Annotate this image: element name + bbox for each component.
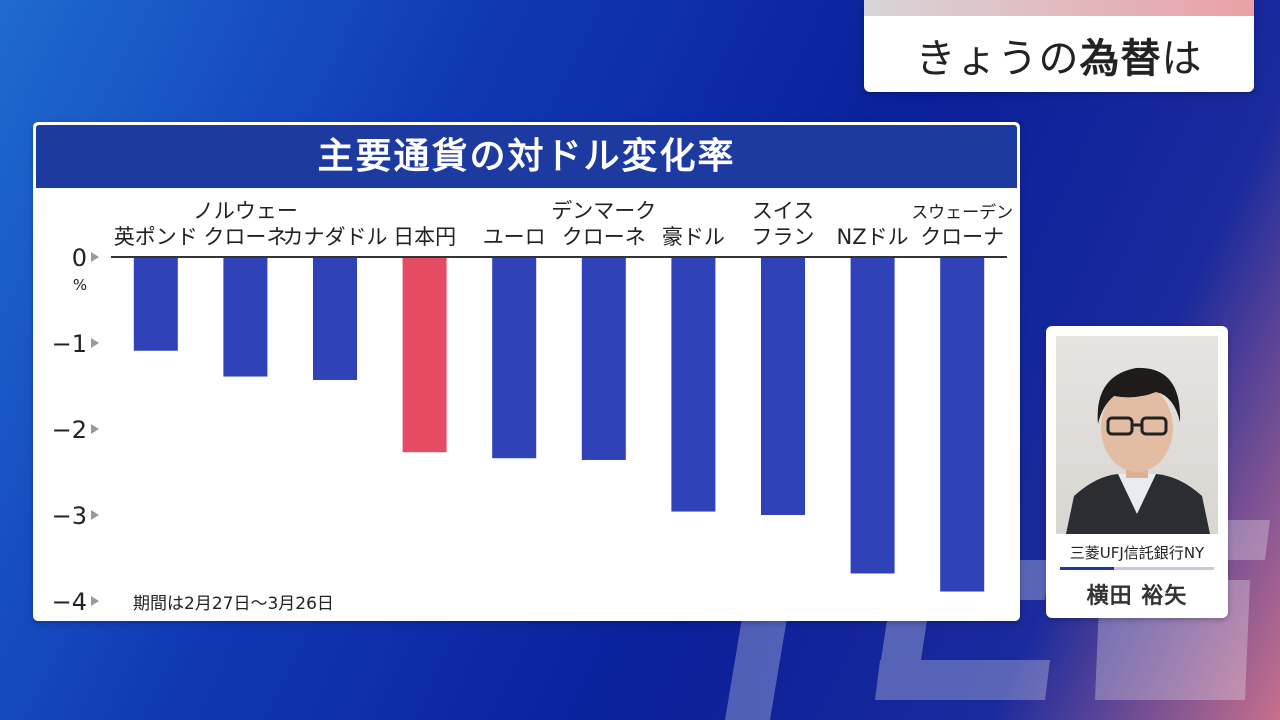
y-tick-label: −2 <box>52 416 87 444</box>
category-label: スウェーデン <box>911 202 1013 223</box>
category-label: 日本円 <box>393 225 456 249</box>
bar <box>850 258 895 574</box>
y-tick-label: −1 <box>52 330 87 358</box>
commentator-company: 三菱UFJ信託銀行NY <box>1069 544 1205 562</box>
y-unit-label: % <box>73 276 87 294</box>
chart-title: 主要通貨の対ドル変化率 <box>36 125 1017 188</box>
category-label: ユーロ <box>483 225 546 249</box>
y-tick-label: −4 <box>52 588 87 616</box>
y-tick-arrow <box>91 596 99 606</box>
header-title-post: は <box>1161 36 1203 82</box>
category-label: クローナ <box>920 225 1004 249</box>
category-label: スイス <box>752 199 814 223</box>
category-label: クローネ <box>562 225 646 249</box>
y-tick-arrow <box>91 252 99 262</box>
chart-panel: 主要通貨の対ドル変化率 0 −1 −2 −3 −4% 英ポンド ノルウェー クローネ カナダドル… <box>33 122 1020 621</box>
y-tick-label: −3 <box>52 502 87 530</box>
header-title: きょうの為替は <box>864 26 1254 84</box>
bar <box>133 258 178 351</box>
company-underline <box>1060 567 1214 570</box>
category-label: フラン <box>752 225 815 249</box>
header-accent-bar <box>864 0 1254 16</box>
category-label: クローネ <box>203 225 287 249</box>
y-tick-arrow <box>91 424 99 434</box>
bar <box>940 258 985 592</box>
category-label: NZドル <box>837 225 909 249</box>
commentator-name: 横田 裕矢 <box>1086 584 1188 609</box>
y-tick-arrow <box>91 338 99 348</box>
bar <box>402 258 447 453</box>
period-annotation: 期間は2月27日〜3月26日 <box>133 594 334 614</box>
category-label: 英ポンド <box>114 225 198 249</box>
bar <box>761 258 805 515</box>
person-silhouette-icon <box>1066 367 1210 534</box>
bar <box>671 258 716 512</box>
category-label: デンマーク <box>551 199 656 223</box>
category-label: 豪ドル <box>662 225 725 249</box>
bar <box>581 258 626 460</box>
header-title-pre: きょうの <box>915 36 1080 82</box>
bar <box>313 258 357 380</box>
commentator-card: 三菱UFJ信託銀行NY 横田 裕矢 <box>1046 326 1228 618</box>
header-title-bold: 為替 <box>1079 36 1162 82</box>
header-badge: きょうの為替は <box>864 0 1254 92</box>
bar <box>492 258 537 459</box>
commentator-photo <box>1056 336 1218 534</box>
category-label: カナダドル <box>283 225 388 249</box>
y-tick-label: 0 <box>72 244 87 272</box>
y-tick-arrow <box>91 510 99 520</box>
bar <box>223 258 268 377</box>
category-label: ノルウェー <box>193 199 298 223</box>
